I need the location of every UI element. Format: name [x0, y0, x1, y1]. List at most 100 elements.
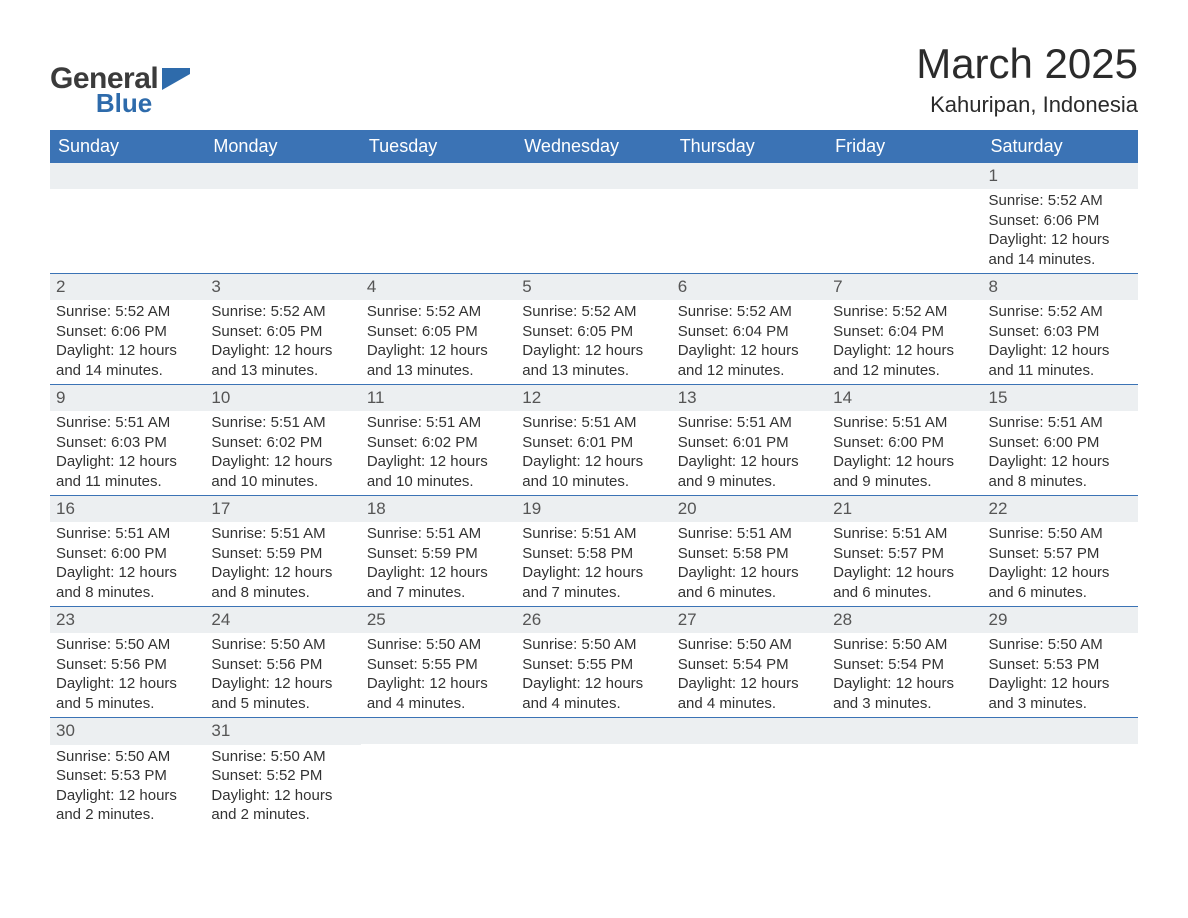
day-body	[50, 189, 205, 195]
day-number: 17	[205, 496, 360, 522]
daylight-text: Daylight: 12 hours and 7 minutes.	[367, 563, 510, 602]
day-number: 1	[983, 163, 1138, 189]
day-number: 21	[827, 496, 982, 522]
sunrise-text: Sunrise: 5:51 AM	[522, 413, 665, 433]
sunset-text: Sunset: 5:58 PM	[678, 544, 821, 564]
sunrise-text: Sunrise: 5:52 AM	[56, 302, 199, 322]
daylight-text: Daylight: 12 hours and 8 minutes.	[56, 563, 199, 602]
calendar-day	[205, 163, 360, 273]
day-number: 14	[827, 385, 982, 411]
day-number	[983, 718, 1138, 744]
day-body: Sunrise: 5:51 AMSunset: 6:01 PMDaylight:…	[672, 411, 827, 495]
day-body: Sunrise: 5:51 AMSunset: 6:00 PMDaylight:…	[827, 411, 982, 495]
logo-text: General Blue	[50, 64, 158, 116]
day-number: 12	[516, 385, 671, 411]
day-body: Sunrise: 5:50 AMSunset: 5:53 PMDaylight:…	[983, 633, 1138, 717]
day-number: 6	[672, 274, 827, 300]
day-body: Sunrise: 5:52 AMSunset: 6:05 PMDaylight:…	[205, 300, 360, 384]
calendar-day: 22Sunrise: 5:50 AMSunset: 5:57 PMDayligh…	[983, 496, 1138, 606]
sunrise-text: Sunrise: 5:50 AM	[833, 635, 976, 655]
sunset-text: Sunset: 6:00 PM	[56, 544, 199, 564]
calendar-week: 1Sunrise: 5:52 AMSunset: 6:06 PMDaylight…	[50, 163, 1138, 273]
sunset-text: Sunset: 5:56 PM	[211, 655, 354, 675]
calendar-day: 2Sunrise: 5:52 AMSunset: 6:06 PMDaylight…	[50, 274, 205, 384]
sunset-text: Sunset: 6:02 PM	[211, 433, 354, 453]
calendar-day: 9Sunrise: 5:51 AMSunset: 6:03 PMDaylight…	[50, 385, 205, 495]
page: General Blue March 2025 Kahuripan, Indon…	[0, 0, 1188, 869]
calendar-day: 21Sunrise: 5:51 AMSunset: 5:57 PMDayligh…	[827, 496, 982, 606]
calendar-day: 6Sunrise: 5:52 AMSunset: 6:04 PMDaylight…	[672, 274, 827, 384]
sunrise-text: Sunrise: 5:50 AM	[522, 635, 665, 655]
day-header-monday: Monday	[205, 130, 360, 163]
calendar-day: 19Sunrise: 5:51 AMSunset: 5:58 PMDayligh…	[516, 496, 671, 606]
day-number: 23	[50, 607, 205, 633]
sunset-text: Sunset: 5:57 PM	[833, 544, 976, 564]
calendar-day: 28Sunrise: 5:50 AMSunset: 5:54 PMDayligh…	[827, 607, 982, 717]
day-body	[516, 744, 671, 750]
daylight-text: Daylight: 12 hours and 4 minutes.	[678, 674, 821, 713]
day-number	[516, 718, 671, 744]
daylight-text: Daylight: 12 hours and 3 minutes.	[833, 674, 976, 713]
calendar-day: 10Sunrise: 5:51 AMSunset: 6:02 PMDayligh…	[205, 385, 360, 495]
sunset-text: Sunset: 5:59 PM	[367, 544, 510, 564]
calendar-day	[361, 163, 516, 273]
day-number: 22	[983, 496, 1138, 522]
day-body: Sunrise: 5:52 AMSunset: 6:05 PMDaylight:…	[361, 300, 516, 384]
calendar-day: 15Sunrise: 5:51 AMSunset: 6:00 PMDayligh…	[983, 385, 1138, 495]
day-body	[827, 744, 982, 750]
calendar-day: 17Sunrise: 5:51 AMSunset: 5:59 PMDayligh…	[205, 496, 360, 606]
sunrise-text: Sunrise: 5:51 AM	[367, 413, 510, 433]
sunrise-text: Sunrise: 5:52 AM	[989, 302, 1132, 322]
daylight-text: Daylight: 12 hours and 6 minutes.	[833, 563, 976, 602]
calendar-day: 27Sunrise: 5:50 AMSunset: 5:54 PMDayligh…	[672, 607, 827, 717]
sunrise-text: Sunrise: 5:50 AM	[989, 524, 1132, 544]
day-body: Sunrise: 5:52 AMSunset: 6:05 PMDaylight:…	[516, 300, 671, 384]
sunset-text: Sunset: 5:55 PM	[522, 655, 665, 675]
day-number: 5	[516, 274, 671, 300]
day-header-thursday: Thursday	[672, 130, 827, 163]
sunset-text: Sunset: 5:57 PM	[989, 544, 1132, 564]
day-body: Sunrise: 5:51 AMSunset: 5:59 PMDaylight:…	[361, 522, 516, 606]
calendar-day	[672, 163, 827, 273]
day-number	[672, 718, 827, 744]
sunset-text: Sunset: 6:05 PM	[522, 322, 665, 342]
day-number	[827, 163, 982, 189]
page-subtitle: Kahuripan, Indonesia	[916, 92, 1138, 118]
sunset-text: Sunset: 6:01 PM	[678, 433, 821, 453]
day-header-wednesday: Wednesday	[516, 130, 671, 163]
sunrise-text: Sunrise: 5:50 AM	[211, 635, 354, 655]
sunrise-text: Sunrise: 5:51 AM	[833, 413, 976, 433]
sunset-text: Sunset: 6:06 PM	[56, 322, 199, 342]
daylight-text: Daylight: 12 hours and 7 minutes.	[522, 563, 665, 602]
day-body	[672, 744, 827, 750]
daylight-text: Daylight: 12 hours and 14 minutes.	[56, 341, 199, 380]
day-number	[827, 718, 982, 744]
calendar-day	[827, 718, 982, 828]
header: General Blue March 2025 Kahuripan, Indon…	[50, 40, 1138, 118]
day-body: Sunrise: 5:51 AMSunset: 6:01 PMDaylight:…	[516, 411, 671, 495]
day-number: 29	[983, 607, 1138, 633]
calendar-day: 12Sunrise: 5:51 AMSunset: 6:01 PMDayligh…	[516, 385, 671, 495]
daylight-text: Daylight: 12 hours and 5 minutes.	[211, 674, 354, 713]
daylight-text: Daylight: 12 hours and 2 minutes.	[56, 786, 199, 825]
calendar-day	[361, 718, 516, 828]
calendar-day	[983, 718, 1138, 828]
daylight-text: Daylight: 12 hours and 10 minutes.	[211, 452, 354, 491]
day-body: Sunrise: 5:51 AMSunset: 6:03 PMDaylight:…	[50, 411, 205, 495]
sunrise-text: Sunrise: 5:50 AM	[56, 635, 199, 655]
calendar-day: 30Sunrise: 5:50 AMSunset: 5:53 PMDayligh…	[50, 718, 205, 828]
calendar-day: 29Sunrise: 5:50 AMSunset: 5:53 PMDayligh…	[983, 607, 1138, 717]
day-number: 24	[205, 607, 360, 633]
calendar-day: 26Sunrise: 5:50 AMSunset: 5:55 PMDayligh…	[516, 607, 671, 717]
day-body: Sunrise: 5:52 AMSunset: 6:04 PMDaylight:…	[827, 300, 982, 384]
day-header-tuesday: Tuesday	[361, 130, 516, 163]
day-number: 28	[827, 607, 982, 633]
calendar-day: 31Sunrise: 5:50 AMSunset: 5:52 PMDayligh…	[205, 718, 360, 828]
sunset-text: Sunset: 5:53 PM	[989, 655, 1132, 675]
day-body: Sunrise: 5:50 AMSunset: 5:52 PMDaylight:…	[205, 745, 360, 829]
title-block: March 2025 Kahuripan, Indonesia	[916, 40, 1138, 118]
calendar-week: 23Sunrise: 5:50 AMSunset: 5:56 PMDayligh…	[50, 606, 1138, 717]
day-number: 15	[983, 385, 1138, 411]
day-body: Sunrise: 5:50 AMSunset: 5:54 PMDaylight:…	[672, 633, 827, 717]
day-body: Sunrise: 5:50 AMSunset: 5:55 PMDaylight:…	[361, 633, 516, 717]
